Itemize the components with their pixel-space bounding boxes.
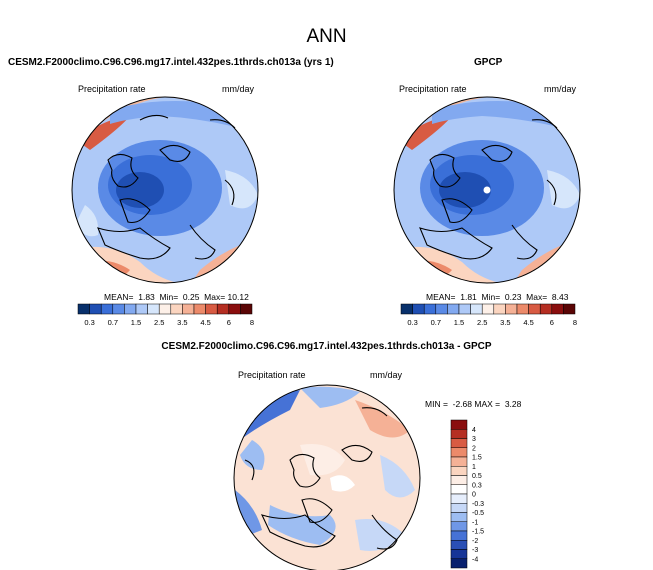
- obs-colorbar-swatch: [400, 303, 413, 315]
- diff-colorbar-tick-label: -0.5: [472, 510, 484, 517]
- case-colorbar-swatch: [240, 303, 253, 315]
- obs-variable-label: Precipitation rate: [399, 84, 467, 94]
- obs-colorbar-tick-label: 4.5: [523, 318, 533, 327]
- case-colorbar-tick-label: 2.5: [154, 318, 164, 327]
- obs-colorbar-tick-label: 3.5: [500, 318, 510, 327]
- diff-units-label: mm/day: [370, 370, 403, 380]
- case-colorbar-swatch: [89, 303, 102, 315]
- diff-colorbar-tick-label: 1: [472, 464, 476, 471]
- diff-colorbar-swatch: [450, 429, 468, 439]
- case-panel-title: CESM2.F2000climo.C96.C96.mg17.intel.432p…: [8, 57, 334, 68]
- diff-colorbar-tick-label: 3: [472, 436, 476, 443]
- case-colorbar-swatch: [205, 303, 218, 315]
- diff-colorbar-swatch: [450, 530, 468, 541]
- diff-colorbar-tick-label: -1: [472, 519, 478, 526]
- diff-colorbar-swatch: [450, 447, 468, 458]
- obs-colorbar-swatch: [551, 303, 564, 315]
- obs-colorbar-tick-label: 1.5: [454, 318, 464, 327]
- diff-colorbar-swatch: [450, 540, 468, 550]
- case-polar-map: [71, 96, 259, 284]
- case-colorbar-swatch: [158, 303, 172, 315]
- obs-colorbar-swatch: [539, 303, 553, 315]
- case-colorbar-swatch: [182, 303, 195, 315]
- obs-colorbar-swatch: [423, 303, 437, 315]
- case-variable-label: Precipitation rate: [78, 84, 146, 94]
- obs-colorbar-swatch: [447, 303, 460, 315]
- obs-colorbar-tick-label: 2.5: [477, 318, 487, 327]
- diff-colorbar-swatch: [450, 503, 468, 513]
- obs-colorbar-swatch: [470, 303, 483, 315]
- case-colorbar-swatch: [147, 303, 160, 315]
- case-stats: MEAN= 1.83 Min= 0.25 Max= 10.12: [104, 292, 249, 302]
- obs-units-label: mm/day: [544, 84, 577, 94]
- diff-colorbar-tick-label: 0.3: [472, 482, 482, 489]
- diff-colorbar-swatch: [450, 419, 468, 430]
- diff-colorbar-swatch: [450, 475, 468, 485]
- obs-colorbar-tick-label: 0.3: [407, 318, 417, 327]
- diff-colorbar-swatch: [450, 456, 468, 467]
- diff-colorbar-tick-label: -3: [472, 547, 478, 554]
- obs-colorbar-swatch: [481, 303, 495, 315]
- diff-panel-title: CESM2.F2000climo.C96.C96.mg17.intel.432p…: [161, 341, 492, 352]
- diff-colorbar-tick-label: 0: [472, 492, 476, 499]
- obs-colorbar-swatch: [493, 303, 506, 315]
- diff-colorbar-swatch: [450, 521, 468, 532]
- case-colorbar-swatch: [170, 303, 183, 315]
- case-colorbar-tick-label: 1.5: [131, 318, 141, 327]
- obs-colorbar-swatch: [412, 303, 425, 315]
- obs-stats: MEAN= 1.81 Min= 0.23 Max= 8.43: [426, 292, 569, 302]
- case-colorbar-swatch: [193, 303, 206, 315]
- obs-colorbar-swatch: [528, 303, 541, 315]
- case-units-label: mm/day: [222, 84, 255, 94]
- obs-panel-title: GPCP: [474, 57, 503, 68]
- obs-colorbar-swatch: [505, 303, 518, 315]
- obs-polar-map: [393, 96, 581, 284]
- diff-polar-map: [233, 384, 421, 570]
- diff-colorbar-tick-label: -4: [472, 556, 478, 563]
- diff-colorbar-tick-label: 0.5: [472, 473, 482, 480]
- diff-variable-label: Precipitation rate: [238, 370, 306, 380]
- obs-colorbar-tick-label: 8: [573, 318, 577, 327]
- diff-colorbar-swatch: [450, 512, 468, 522]
- obs-colorbar-swatch: [458, 303, 471, 315]
- diff-colorbar-swatch: [450, 438, 468, 448]
- case-colorbar-swatch: [135, 303, 148, 315]
- obs-colorbar-tick-label: 6: [550, 318, 554, 327]
- obs-colorbar-swatch: [563, 303, 576, 315]
- case-colorbar-swatch: [100, 303, 114, 315]
- obs-colorbar-swatch: [516, 303, 529, 315]
- case-colorbar-swatch: [112, 303, 125, 315]
- case-colorbar-tick-label: 4.5: [200, 318, 210, 327]
- case-colorbar-tick-label: 8: [250, 318, 254, 327]
- diff-colorbar-swatch: [450, 558, 468, 569]
- diff-colorbar-tick-label: 2: [472, 445, 476, 452]
- case-colorbar-tick-label: 0.3: [84, 318, 94, 327]
- diff-colorbar-tick-label: -2: [472, 538, 478, 545]
- diff-colorbar-swatch: [450, 549, 468, 559]
- diff-colorbar-tick-label: -0.3: [472, 501, 484, 508]
- page-title: ANN: [306, 26, 347, 47]
- obs-colorbar-tick-label: 0.7: [431, 318, 441, 327]
- obs-colorbar-swatch: [435, 303, 448, 315]
- diff-colorbar: 4 3 2 1.5 1 0.5 0.3 0 -0.3 -0.5 -1 -1.5 -2 -3 -4: [450, 419, 484, 569]
- obs-colorbar: 0.3 0.7 1.5 2.5 3.5 4.5 6 8: [400, 303, 577, 327]
- case-colorbar-tick-label: 6: [227, 318, 231, 327]
- case-colorbar-swatch: [228, 303, 241, 315]
- diff-colorbar-swatch: [450, 466, 468, 476]
- case-colorbar: 0.3 0.7 1.5 2.5 3.5 4.5 6 8: [77, 303, 254, 327]
- diff-colorbar-tick-label: -1.5: [472, 529, 484, 536]
- case-colorbar-swatch: [216, 303, 230, 315]
- diff-colorbar-swatch: [450, 493, 468, 504]
- case-colorbar-tick-label: 0.7: [108, 318, 118, 327]
- diff-colorbar-tick-label: 1.5: [472, 455, 482, 462]
- case-colorbar-swatch: [77, 303, 90, 315]
- diff-colorbar-swatch: [450, 484, 468, 495]
- diff-stats: MIN = -2.68 MAX = 3.28: [425, 399, 522, 409]
- diff-colorbar-tick-label: 4: [472, 427, 476, 434]
- case-colorbar-tick-label: 3.5: [177, 318, 187, 327]
- case-colorbar-swatch: [124, 303, 137, 315]
